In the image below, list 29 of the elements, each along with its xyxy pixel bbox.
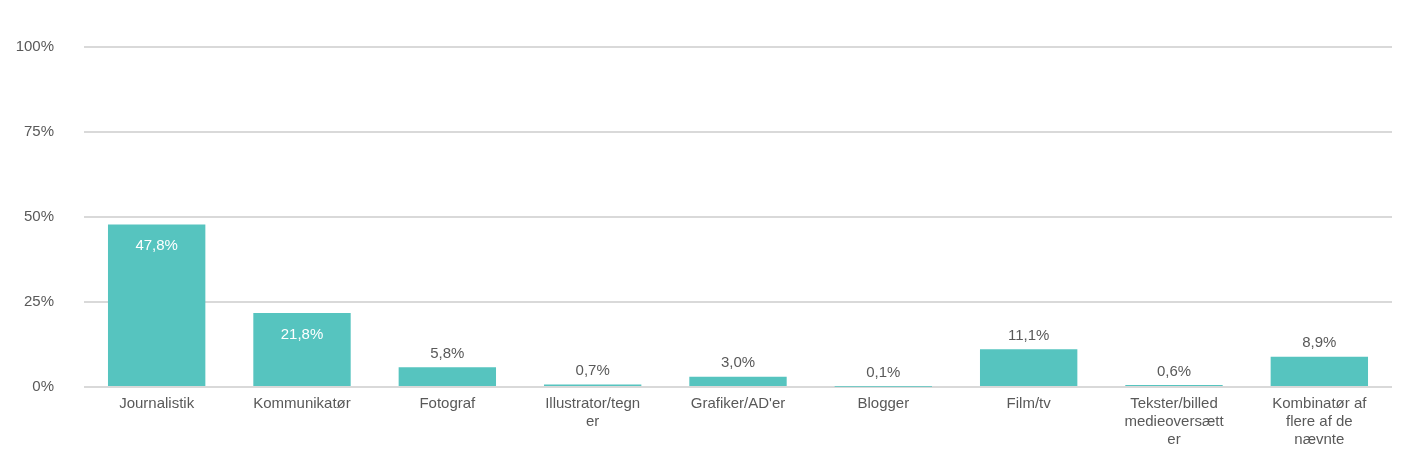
data-label: 21,8% [280, 324, 324, 342]
x-tick-label: Illustrator/tegner [545, 394, 641, 430]
x-tick-label: Fotograf [419, 394, 477, 412]
bar [253, 312, 351, 386]
x-tick-label: Film/tv [1006, 394, 1052, 412]
x-tick-label: Blogger [857, 394, 910, 412]
x-tick-label: Journalistik [119, 394, 195, 412]
y-tick-label: 0% [32, 377, 54, 395]
data-label: 11,1% [1007, 325, 1050, 343]
y-tick-label: 75% [23, 122, 54, 140]
y-tick-label: 25% [23, 292, 54, 310]
y-tick-label: 100% [15, 37, 54, 55]
bar [398, 367, 497, 386]
data-label: 5,8% [430, 343, 465, 361]
x-tick-label: Tekster/billedmedieoversætter [1124, 394, 1225, 448]
y-tick-label: 50% [23, 207, 54, 225]
data-label: 0,1% [866, 363, 901, 381]
data-label: 0,7% [575, 361, 610, 379]
bar [1270, 356, 1369, 386]
bar [689, 376, 787, 386]
bar [979, 349, 1078, 386]
x-tick-label: Kombinatør af flere af de nævnte [1272, 394, 1368, 448]
data-label: 8,9% [1302, 333, 1337, 351]
bar [107, 224, 206, 386]
x-tick-label: Grafiker/AD'er [690, 394, 786, 412]
data-label: 3,0% [720, 353, 756, 371]
x-tick-label: Kommunikatør [253, 394, 351, 412]
data-label: 0,6% [1156, 361, 1192, 379]
data-label: 47,8% [135, 236, 178, 254]
